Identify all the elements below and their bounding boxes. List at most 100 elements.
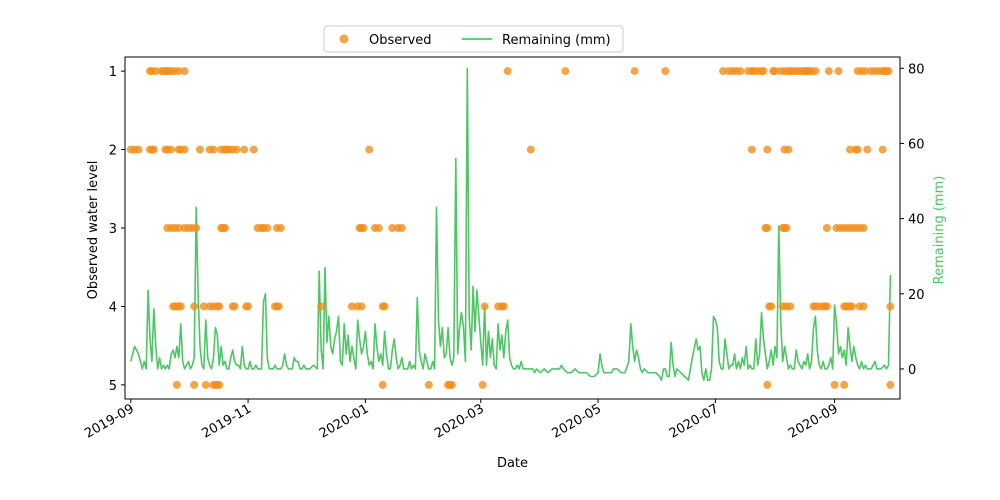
observed-point — [526, 145, 535, 154]
observed-point — [180, 67, 189, 76]
observed-point — [244, 302, 253, 311]
observed-point — [221, 224, 229, 232]
observed-point — [424, 380, 433, 389]
observed-point — [822, 302, 831, 311]
observed-point — [811, 67, 820, 76]
legend: Observed Remaining (mm) — [323, 25, 624, 53]
observed-point — [397, 224, 406, 232]
legend-label-observed: Observed — [369, 33, 432, 48]
observed-point — [190, 380, 199, 389]
observed-point — [192, 224, 201, 232]
observed-point — [240, 145, 249, 154]
observed-point — [886, 302, 895, 311]
observed-point — [176, 302, 185, 311]
plot-area — [126, 67, 895, 389]
observed-point — [276, 224, 285, 232]
observed-point — [151, 67, 160, 76]
remaining-line — [130, 67, 892, 382]
observed-point — [736, 67, 745, 76]
observed-point — [215, 380, 224, 389]
y-left-tick-label: 2 — [109, 144, 117, 159]
x-tick-label: 2019-11 — [200, 401, 255, 441]
observed-point — [747, 145, 756, 154]
observed-point — [317, 302, 326, 311]
observed-point — [861, 67, 870, 76]
observed-point — [719, 67, 728, 76]
observed-point — [859, 224, 868, 232]
observed-point — [767, 302, 776, 311]
observed-point — [478, 380, 487, 389]
x-tick-label: 2020-09 — [786, 401, 841, 441]
observed-point — [661, 67, 670, 76]
observed-point — [374, 224, 383, 232]
observed-point — [215, 302, 224, 311]
observed-point — [784, 145, 793, 154]
observed-point — [232, 145, 241, 154]
observed-point — [786, 302, 795, 311]
observed-point — [630, 67, 639, 76]
y-right-tick-label: 60 — [908, 137, 925, 152]
observed-point — [878, 145, 887, 154]
observed-point — [824, 67, 833, 76]
observed-point — [853, 145, 862, 154]
observed-point — [230, 302, 239, 311]
x-tick-label: 2019-09 — [82, 401, 137, 441]
observed-point — [274, 302, 283, 311]
y-right-tick-label: 0 — [908, 363, 916, 378]
observed-point — [847, 302, 856, 311]
observed-point — [763, 145, 772, 154]
observed-point — [149, 145, 158, 154]
observed-point — [380, 302, 389, 311]
observed-point — [834, 67, 843, 76]
observed-point — [201, 380, 210, 389]
observed-point — [134, 145, 143, 154]
observed-point — [388, 224, 397, 232]
observed-point — [830, 380, 839, 389]
observed-point — [199, 302, 208, 311]
observed-point — [884, 67, 893, 76]
observed-point — [263, 224, 272, 232]
observed-point — [365, 145, 374, 154]
observed-point — [561, 67, 570, 76]
observed-point — [180, 145, 189, 154]
observed-point — [480, 302, 489, 311]
observed-point — [172, 380, 181, 389]
y-right-tick-label: 20 — [908, 288, 925, 303]
observed-point — [859, 302, 868, 311]
observed-point — [174, 224, 183, 232]
observed-point — [357, 302, 366, 311]
observed-point — [209, 145, 218, 154]
x-tick-label: 2020-05 — [550, 401, 605, 441]
y-right-tick-label: 40 — [908, 213, 925, 228]
y-right-tick-label: 80 — [908, 62, 925, 77]
observed-point — [822, 224, 831, 232]
observed-point — [447, 380, 456, 389]
legend-marker-observed — [339, 34, 349, 44]
y-left-tick-label: 1 — [109, 65, 117, 80]
y-left-tick-label: 5 — [109, 379, 117, 394]
y-axis-right-label: Remaining (mm) — [932, 176, 947, 285]
observed-point — [840, 380, 849, 389]
y-left-tick-label: 3 — [109, 222, 117, 237]
observed-point — [846, 145, 854, 154]
observed-point — [347, 302, 356, 311]
observed-point — [759, 67, 768, 76]
observed-point — [863, 145, 872, 154]
observed-point — [196, 145, 204, 154]
x-tick-label: 2020-07 — [667, 401, 722, 441]
y-axis-left-label: Observed water level — [86, 161, 101, 300]
observed-point — [174, 67, 183, 76]
observed-point — [763, 380, 772, 389]
observed-point — [782, 224, 791, 232]
observed-point — [378, 380, 387, 389]
observed-point — [763, 224, 772, 232]
x-tick-label: 2020-01 — [317, 401, 372, 441]
legend-label-remaining: Remaining (mm) — [502, 33, 611, 48]
observed-point — [167, 145, 176, 154]
observed-point — [771, 67, 779, 76]
y-left-tick-label: 4 — [109, 300, 117, 315]
observed-point — [499, 302, 508, 311]
observed-point — [886, 380, 895, 389]
x-axis-label: Date — [497, 456, 528, 471]
